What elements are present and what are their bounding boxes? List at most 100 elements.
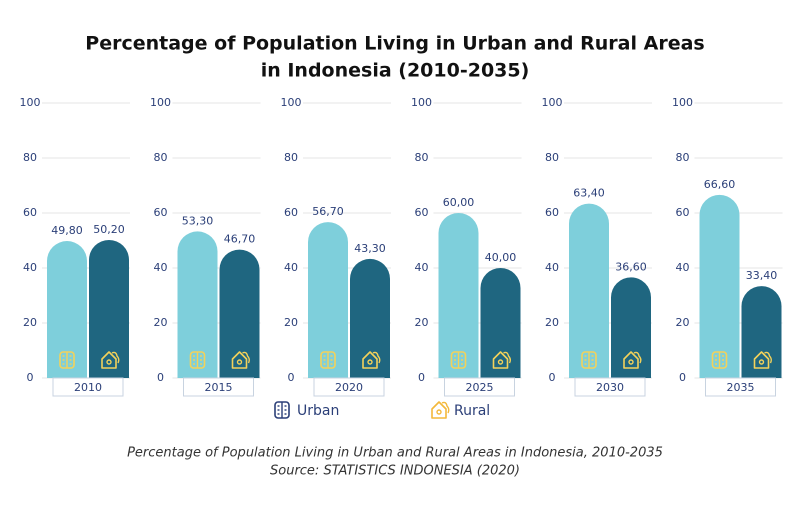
value-label: 40,00 [485, 251, 517, 264]
icon-part [111, 351, 120, 364]
y-tick-label: 40 [545, 261, 559, 274]
x-tick-label: 2025 [466, 381, 494, 394]
y-tick-label: 20 [284, 316, 298, 329]
y-tick-label: 20 [545, 316, 559, 329]
y-tick-label: 40 [154, 261, 168, 274]
y-tick-label: 40 [284, 261, 298, 274]
bar [308, 222, 348, 378]
value-label: 60,00 [443, 196, 475, 209]
year-box [705, 377, 776, 397]
icon-part [764, 351, 772, 364]
icon-part [236, 359, 243, 365]
icon-part [623, 351, 639, 369]
icon-part [758, 359, 765, 365]
y-tick-label: 80 [545, 151, 559, 164]
y-tick-label: 60 [545, 206, 559, 219]
y-tick-label: 100 [672, 96, 693, 109]
y-tick-label: 60 [415, 206, 429, 219]
x-tick-label: 2015 [205, 381, 233, 394]
urban-icon [274, 401, 290, 419]
y-tick-label: 60 [676, 206, 690, 219]
chart-title: Percentage of Population Living in Urban… [85, 33, 704, 55]
y-tick-label: 20 [415, 316, 429, 329]
rural-icon [101, 351, 120, 369]
rural-icon [431, 401, 450, 419]
icon-part [436, 409, 442, 415]
y-tick-label: 100 [542, 96, 563, 109]
y-tick-label: 80 [676, 151, 690, 164]
y-tick-label: 20 [676, 316, 690, 329]
rural-icon [492, 351, 511, 369]
urban-icon [581, 351, 597, 369]
icon-part [503, 351, 511, 364]
year-box [574, 377, 646, 397]
legend-label: Urban [297, 403, 339, 419]
bar [350, 258, 390, 378]
icon-part [431, 401, 447, 419]
legend-label: Rural [454, 403, 490, 419]
urban-icon [320, 351, 336, 369]
y-tick-label: 40 [23, 261, 37, 274]
y-tick-label: 20 [23, 316, 37, 329]
icon-part [367, 359, 373, 365]
bar [480, 268, 521, 378]
icon-part [231, 351, 248, 369]
icon-part [101, 351, 117, 369]
value-label: 36,60 [615, 260, 647, 273]
y-tick-label: 60 [23, 206, 37, 219]
icon-part [242, 351, 250, 364]
rural-icon [753, 351, 772, 369]
icon-part [372, 351, 381, 364]
bar [699, 194, 740, 378]
bar [219, 249, 260, 378]
x-tick-label: 2010 [74, 381, 102, 394]
chart-title: in Indonesia (2010-2035) [261, 60, 530, 82]
y-tick-label: 60 [284, 206, 298, 219]
icon-part [753, 351, 770, 369]
value-label: 43,30 [354, 242, 386, 255]
y-tick-label: 80 [415, 151, 429, 164]
bar [47, 241, 87, 378]
y-tick-label: 60 [154, 206, 168, 219]
y-tick-label: 0 [27, 371, 34, 384]
value-label: 33,40 [746, 269, 778, 282]
x-tick-label: 2020 [335, 381, 363, 394]
y-tick-label: 80 [154, 151, 168, 164]
y-tick-label: 20 [154, 316, 168, 329]
icon-part [441, 401, 450, 414]
value-label: 63,40 [573, 187, 605, 200]
value-label: 56,70 [312, 205, 344, 218]
bar [569, 203, 609, 378]
urban-icon [59, 351, 75, 369]
y-tick-label: 100 [281, 96, 302, 109]
year-box [313, 377, 385, 397]
year-box [444, 377, 515, 397]
value-label: 50,20 [93, 223, 125, 236]
value-label: 49,80 [51, 224, 83, 237]
y-tick-label: 0 [679, 371, 686, 384]
rural-icon [231, 351, 250, 369]
caption: Percentage of Population Living in Urban… [127, 446, 663, 461]
y-tick-label: 0 [418, 371, 425, 384]
year-box [183, 377, 254, 397]
year-box [52, 377, 124, 397]
x-tick-label: 2030 [596, 381, 624, 394]
rural-icon [362, 351, 381, 369]
y-tick-label: 80 [284, 151, 298, 164]
urban-icon [189, 351, 206, 369]
y-tick-label: 80 [23, 151, 37, 164]
value-label: 46,70 [224, 233, 256, 246]
x-tick-label: 2035 [727, 381, 755, 394]
y-tick-label: 40 [676, 261, 690, 274]
icon-part [497, 359, 504, 365]
bar [611, 277, 651, 378]
caption: Source: STATISTICS INDONESIA (2020) [270, 464, 520, 479]
y-tick-label: 0 [549, 371, 556, 384]
value-label: 53,30 [182, 214, 214, 227]
bar [177, 231, 218, 378]
y-tick-label: 0 [157, 371, 164, 384]
icon-part [633, 351, 642, 364]
y-tick-label: 100 [150, 96, 171, 109]
